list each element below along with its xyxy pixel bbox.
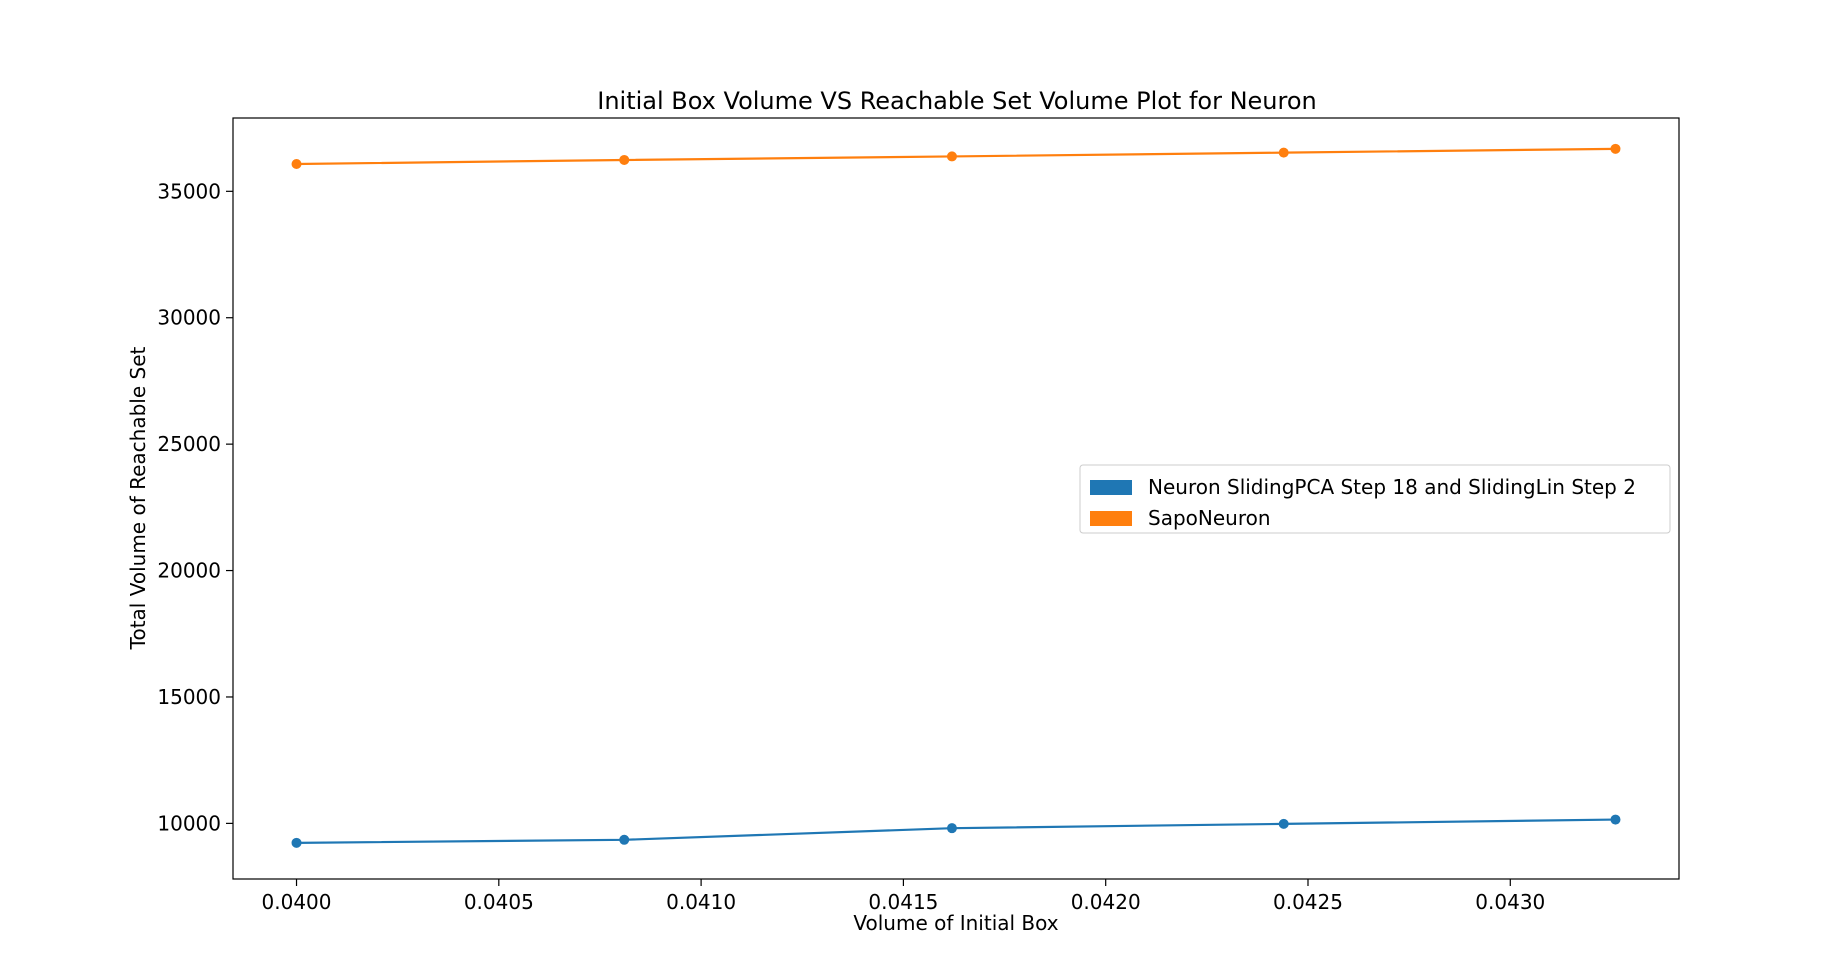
x-axis-label: Volume of Initial Box xyxy=(853,911,1058,935)
x-tick-label: 0.0400 xyxy=(262,890,332,914)
x-tick-label: 0.0405 xyxy=(464,890,534,914)
data-point xyxy=(1278,147,1289,158)
y-tick-label: 10000 xyxy=(157,811,221,835)
data-point xyxy=(619,834,630,845)
y-tick-label: 20000 xyxy=(157,559,221,583)
y-tick-label: 15000 xyxy=(157,685,221,709)
y-axis-label: Total Volume of Reachable Set xyxy=(126,347,150,651)
legend: Neuron SlidingPCA Step 18 and SlidingLin… xyxy=(1079,464,1671,534)
chart-title: Initial Box Volume VS Reachable Set Volu… xyxy=(597,87,1317,115)
data-point xyxy=(1610,143,1621,154)
x-tick-label: 0.0430 xyxy=(1475,890,1545,914)
data-point xyxy=(1278,818,1289,829)
y-tick-label: 30000 xyxy=(157,306,221,330)
data-point xyxy=(946,151,957,162)
legend-swatch xyxy=(1090,511,1132,526)
legend-label: Neuron SlidingPCA Step 18 and SlidingLin… xyxy=(1148,475,1636,499)
data-point xyxy=(291,837,302,848)
y-axis: 10000 15000 20000 25000 30000 35000 xyxy=(157,179,233,835)
data-point xyxy=(946,823,957,834)
legend-box xyxy=(1079,464,1671,534)
plot-frame xyxy=(232,117,1680,880)
data-point xyxy=(1610,814,1621,825)
series-layer xyxy=(291,143,1621,848)
data-point xyxy=(619,154,630,165)
series-line-0 xyxy=(296,818,1616,844)
x-tick-label: 0.0420 xyxy=(1071,890,1141,914)
data-point xyxy=(291,159,302,170)
y-tick-label: 25000 xyxy=(157,432,221,456)
x-tick-label: 0.0425 xyxy=(1273,890,1343,914)
x-tick-label: 0.0410 xyxy=(666,890,736,914)
legend-label: SapoNeuron xyxy=(1148,506,1271,530)
legend-swatch xyxy=(1090,480,1132,495)
x-tick-label: 0.0415 xyxy=(868,890,938,914)
y-tick-label: 35000 xyxy=(157,179,221,203)
x-axis: 0.0400 0.0405 0.0410 0.0415 0.0420 0.0425 0.04… xyxy=(262,879,1545,914)
